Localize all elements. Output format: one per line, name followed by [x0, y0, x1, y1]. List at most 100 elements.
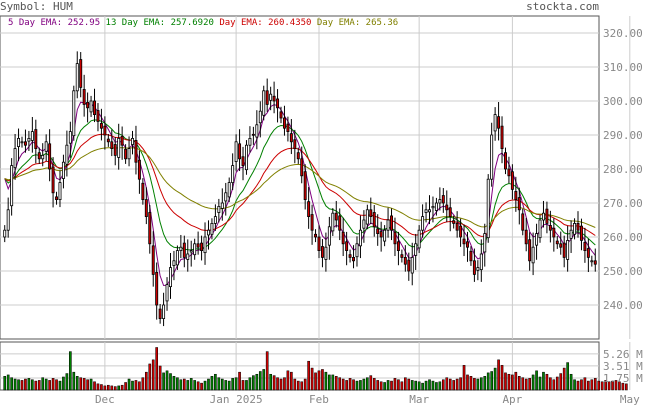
volume-bar — [573, 379, 576, 391]
volume-bar — [542, 371, 545, 391]
volume-bar — [341, 378, 345, 391]
candle-body — [79, 59, 83, 88]
volume-bar — [545, 373, 549, 391]
volume-bar — [618, 381, 621, 391]
candle-body — [490, 134, 494, 180]
volume-bar — [431, 380, 435, 391]
candle-body — [151, 245, 155, 275]
candle-body — [352, 256, 355, 262]
volume-bar — [169, 373, 172, 391]
candle-body — [552, 227, 556, 238]
volume-bar — [269, 373, 272, 391]
volume-bar — [597, 380, 601, 391]
volume-bar — [79, 377, 83, 391]
candle-body — [548, 225, 552, 231]
ema-legend: 5 Day EMA: 252.95 13 Day EMA: 257.6920 D… — [8, 18, 398, 28]
candle-body — [210, 222, 214, 235]
volume-bar — [72, 371, 76, 391]
volume-bar — [583, 377, 587, 391]
volume-bar — [113, 386, 117, 391]
candle-body — [179, 246, 183, 251]
candle-body — [573, 222, 577, 235]
volume-bar — [441, 379, 445, 391]
volume-bar — [20, 380, 24, 391]
price-tick-label: 300.00 — [603, 95, 643, 108]
volume-bar — [255, 373, 259, 391]
candle-body — [10, 165, 14, 207]
volume-bar — [362, 378, 366, 391]
candle-body — [103, 125, 107, 136]
volume-bar — [272, 375, 276, 391]
volume-bar — [58, 380, 62, 391]
volume-bar — [500, 365, 504, 391]
volume-bar — [75, 376, 79, 391]
volume-bar — [604, 380, 607, 391]
ema-13-line — [4, 119, 596, 251]
volume-bar — [310, 367, 314, 391]
site-name[interactable]: stockta.com — [526, 0, 599, 13]
candle-body — [307, 201, 311, 217]
volume-bar — [55, 379, 58, 391]
month-label: Dec — [95, 393, 115, 406]
candle-body — [414, 243, 418, 256]
axis-labels: 320.00 310.00 300.00 290.00 280.00 270.00 260.… — [95, 27, 643, 406]
volume-bar — [31, 379, 34, 391]
candle-body — [207, 229, 210, 236]
volume-bar — [27, 378, 31, 391]
candle-body — [424, 209, 428, 213]
candle-body — [196, 243, 200, 248]
candle-body — [269, 93, 273, 101]
volume-bar — [93, 381, 96, 391]
volume-bar — [69, 351, 72, 391]
candle-body — [41, 154, 45, 160]
candle-body — [131, 137, 134, 145]
volume-bar — [435, 382, 438, 391]
candle-body — [68, 131, 72, 144]
volume-bar — [428, 379, 431, 391]
volume-bar — [514, 371, 518, 391]
candle-body — [348, 254, 352, 258]
volume-bar — [89, 378, 93, 391]
volume-bar — [587, 380, 590, 391]
volume-bar — [386, 380, 390, 391]
volume-bar — [262, 369, 266, 391]
candle-body — [566, 239, 570, 260]
candle-body — [507, 168, 511, 177]
volume-bar — [535, 370, 538, 391]
volume-bar — [103, 385, 107, 391]
ema-26-line — [4, 133, 596, 237]
candle-body — [334, 212, 338, 221]
candle-body — [431, 205, 435, 209]
volume-bar — [497, 359, 500, 391]
volume-bar — [366, 377, 369, 391]
volume-bar — [286, 370, 290, 391]
volume-bar — [338, 377, 342, 391]
candle-body — [193, 243, 197, 256]
candle-body — [569, 229, 573, 239]
volume-bar — [210, 376, 214, 391]
volume-tick-label: 5.26 M — [603, 348, 643, 361]
volume-bar — [96, 383, 100, 391]
volume-tick-label: 1.75 M — [603, 372, 643, 385]
candle-body — [497, 116, 501, 129]
ema-5-label: 5 Day EMA: 252.95 — [8, 18, 101, 28]
volume-bar — [466, 374, 469, 391]
volume-bar — [473, 378, 476, 391]
volume-bar — [483, 376, 487, 391]
volume-bar — [493, 367, 497, 391]
candle-body — [82, 89, 86, 105]
symbol-label: Symbol: HUM — [0, 0, 73, 13]
volume-bar — [455, 378, 459, 391]
volume-bar — [227, 380, 231, 391]
candle-body — [20, 141, 24, 144]
volume-bar — [569, 373, 573, 391]
volume-bar — [317, 370, 321, 391]
candle-body — [542, 212, 545, 221]
candle-body — [276, 98, 280, 109]
candle-body — [23, 141, 27, 146]
candle-body — [327, 226, 331, 246]
volume-bar — [138, 381, 141, 391]
volume-bar — [314, 372, 317, 391]
volume-bar — [479, 377, 483, 391]
